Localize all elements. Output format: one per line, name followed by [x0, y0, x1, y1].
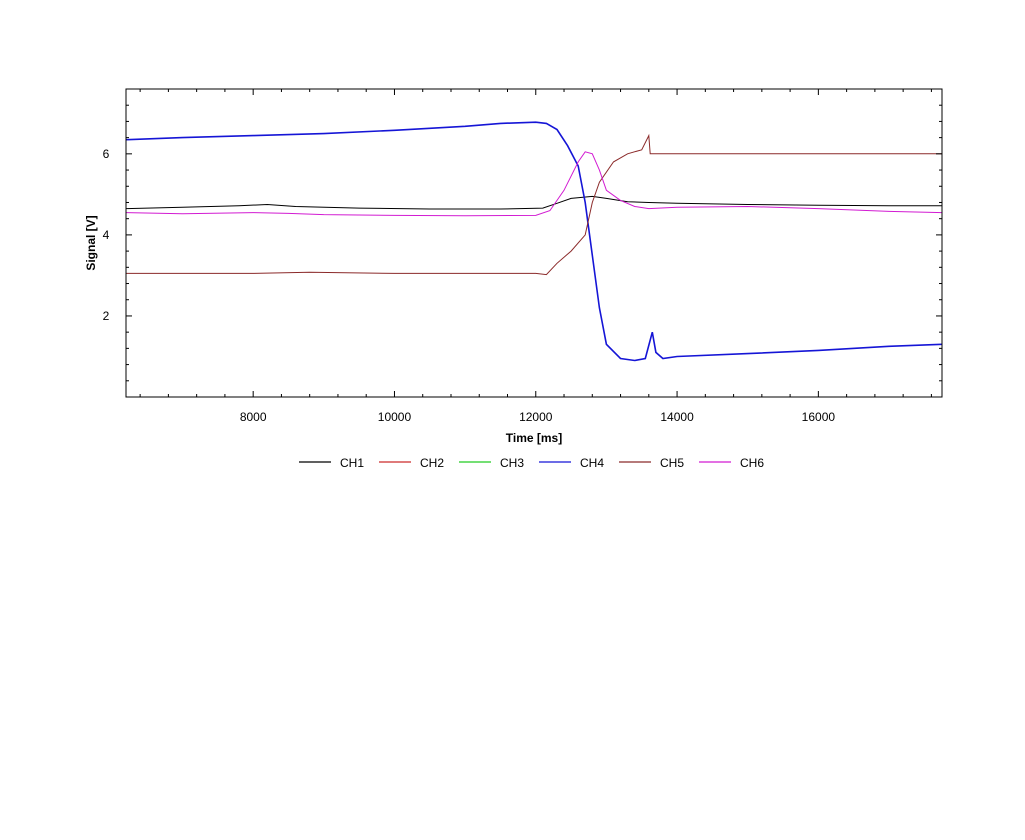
- y-tick-label: 2: [103, 309, 110, 323]
- x-tick-label: 10000: [378, 410, 412, 424]
- legend-label-ch1: CH1: [340, 456, 364, 470]
- series-line-ch1: [126, 195, 942, 210]
- y-tick-label: 4: [103, 228, 110, 242]
- legend-label-ch4: CH4: [580, 456, 604, 470]
- x-tick-label: 12000: [519, 410, 553, 424]
- legend-label-ch6: CH6: [740, 456, 764, 470]
- series-line-ch6: [126, 151, 942, 217]
- x-tick-label: 14000: [660, 410, 694, 424]
- legend-label-ch3: CH3: [500, 456, 524, 470]
- x-axis-title: Time [ms]: [506, 431, 562, 445]
- y-tick-label: 6: [103, 147, 110, 161]
- ticks-group: 8000 10000 12000 14000 16000 2 4 6: [103, 89, 942, 424]
- legend: CH1 CH2 CH3 CH4 CH5 CH6: [299, 456, 764, 470]
- legend-label-ch5: CH5: [660, 456, 684, 470]
- y-axis-title: Signal [V]: [84, 215, 98, 270]
- x-tick-label: 8000: [240, 410, 267, 424]
- series-line-ch5: [126, 133, 942, 276]
- plot-frame: [125, 88, 943, 398]
- x-tick-label: 16000: [802, 410, 836, 424]
- legend-label-ch2: CH2: [420, 456, 444, 470]
- series-group: [126, 121, 942, 362]
- series-line-ch4: [126, 121, 942, 362]
